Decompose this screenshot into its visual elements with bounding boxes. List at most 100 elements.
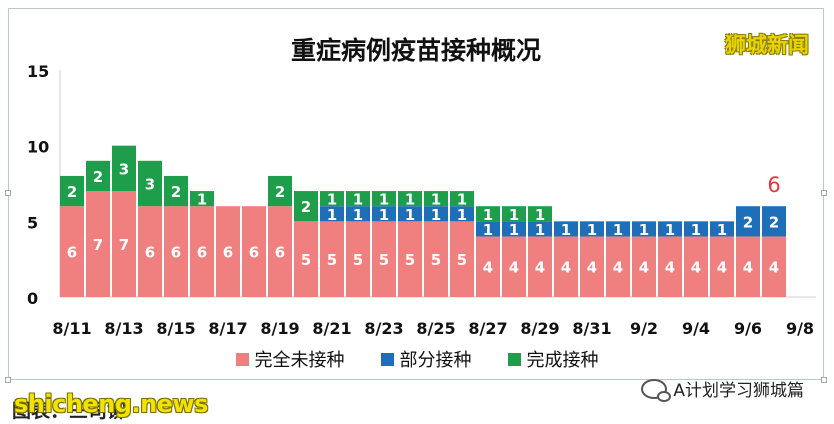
bar-data-label: 2 [769, 213, 779, 231]
bar-segment [476, 221, 500, 237]
bar-segment [424, 221, 448, 297]
bar-data-label: 2 [93, 168, 103, 186]
bar-segment [554, 236, 578, 297]
bar-segment [762, 236, 786, 297]
wechat-account: A计划学习狮城篇 [641, 376, 804, 402]
bar-data-label: 4 [587, 259, 597, 277]
brand-logo-text: 狮城新闻 [725, 33, 809, 57]
bar-data-label: 1 [587, 221, 597, 239]
bar-segment [528, 221, 552, 237]
bar-data-label: 6 [275, 244, 285, 262]
bar-data-label: 1 [483, 221, 493, 239]
legend-item-complete: 完成接种 [507, 346, 599, 372]
bar-segment [632, 236, 656, 297]
bar-segment [476, 206, 500, 222]
bar-data-label: 3 [145, 176, 155, 194]
legend-swatch-unvaccinated [235, 352, 249, 366]
bar-data-label: 4 [691, 259, 701, 277]
bar-segment [60, 175, 84, 207]
y-tick-label: 15 [27, 62, 49, 81]
bar-segment [632, 221, 656, 237]
bar-data-label: 6 [171, 244, 181, 262]
y-tick-label: 10 [27, 138, 49, 157]
bar-data-label: 4 [613, 259, 623, 277]
bar-segment [606, 221, 630, 237]
bar-data-label: 4 [535, 259, 545, 277]
bar-segment [372, 206, 396, 222]
bar-data-label: 4 [561, 259, 571, 277]
bar-segment [502, 206, 526, 222]
bar-segment [346, 206, 370, 222]
bar-segment [450, 206, 474, 222]
bar-data-label: 4 [483, 259, 493, 277]
x-tick-label: 8/29 [520, 319, 559, 338]
bar-data-label: 5 [405, 251, 415, 269]
legend-label-partial: 部分接种 [399, 350, 472, 371]
bar-data-label: 1 [457, 191, 467, 209]
bar-data-label: 1 [717, 221, 727, 239]
bar-segment [606, 236, 630, 297]
bar-segment [502, 236, 526, 297]
total-annotation: 6 [767, 173, 780, 197]
bar-data-label: 1 [405, 191, 415, 209]
bar-segment [268, 175, 292, 207]
bar-data-label: 5 [327, 251, 337, 269]
bar-data-label: 1 [431, 191, 441, 209]
bar-data-label: 6 [197, 244, 207, 262]
bar-segment [528, 206, 552, 222]
x-tick-label: 8/11 [52, 319, 91, 338]
legend-label-complete: 完成接种 [526, 350, 599, 371]
bar-data-label: 2 [171, 183, 181, 201]
bar-segment [476, 236, 500, 297]
bar-segment [112, 191, 136, 297]
wechat-account-name: A计划学习狮城篇 [673, 381, 804, 401]
bar-data-label: 1 [613, 221, 623, 239]
resize-handle-bottom-right[interactable] [821, 377, 827, 383]
chart-legend: 完全未接种 部分接种 完成接种 [0, 346, 834, 372]
bar-segment [138, 160, 162, 207]
bar-segment [268, 206, 292, 297]
bar-segment [346, 221, 370, 297]
bar-segment [138, 206, 162, 297]
bar-data-label: 1 [327, 191, 337, 209]
bar-segment [190, 206, 214, 297]
resize-handle-right[interactable] [821, 190, 827, 196]
x-tick-label: 9/6 [734, 319, 762, 338]
bar-data-label: 1 [327, 206, 337, 224]
bar-segment [658, 236, 682, 297]
bar-data-label: 2 [275, 183, 285, 201]
x-tick-label: 9/2 [630, 319, 658, 338]
legend-item-unvaccinated: 完全未接种 [235, 346, 345, 372]
bar-segment [424, 191, 448, 207]
bar-data-label: 5 [301, 251, 311, 269]
bar-segment [450, 221, 474, 297]
bar-data-label: 4 [717, 259, 727, 277]
y-tick-label: 5 [27, 213, 38, 232]
bar-segment [528, 236, 552, 297]
bar-data-label: 4 [639, 259, 649, 277]
bar-segment [372, 221, 396, 297]
site-watermark: shicheng.news [14, 390, 208, 418]
source-label: 图表：三司铆 [12, 400, 127, 422]
bar-data-label: 1 [561, 221, 571, 239]
bar-segment [762, 206, 786, 237]
bar-data-label: 1 [379, 206, 389, 224]
legend-label-unvaccinated: 完全未接种 [254, 350, 345, 371]
bar-data-label: 1 [405, 206, 415, 224]
bar-segment [710, 221, 734, 237]
bar-data-label: 1 [509, 206, 519, 224]
chart-title: 重症病例疫苗接种概况 [290, 36, 541, 65]
bar-data-label: 1 [431, 206, 441, 224]
resize-handle-left[interactable] [5, 190, 11, 196]
bar-segment [398, 221, 422, 297]
x-tick-label: 8/31 [572, 319, 611, 338]
bar-data-label: 2 [743, 213, 753, 231]
bar-segment [86, 191, 110, 297]
bar-data-label: 6 [67, 244, 77, 262]
bar-data-label: 5 [353, 251, 363, 269]
x-tick-label: 8/15 [156, 319, 195, 338]
bar-data-label: 1 [535, 206, 545, 224]
resize-handle-bottom-left[interactable] [5, 377, 11, 383]
x-tick-label: 8/17 [208, 319, 247, 338]
